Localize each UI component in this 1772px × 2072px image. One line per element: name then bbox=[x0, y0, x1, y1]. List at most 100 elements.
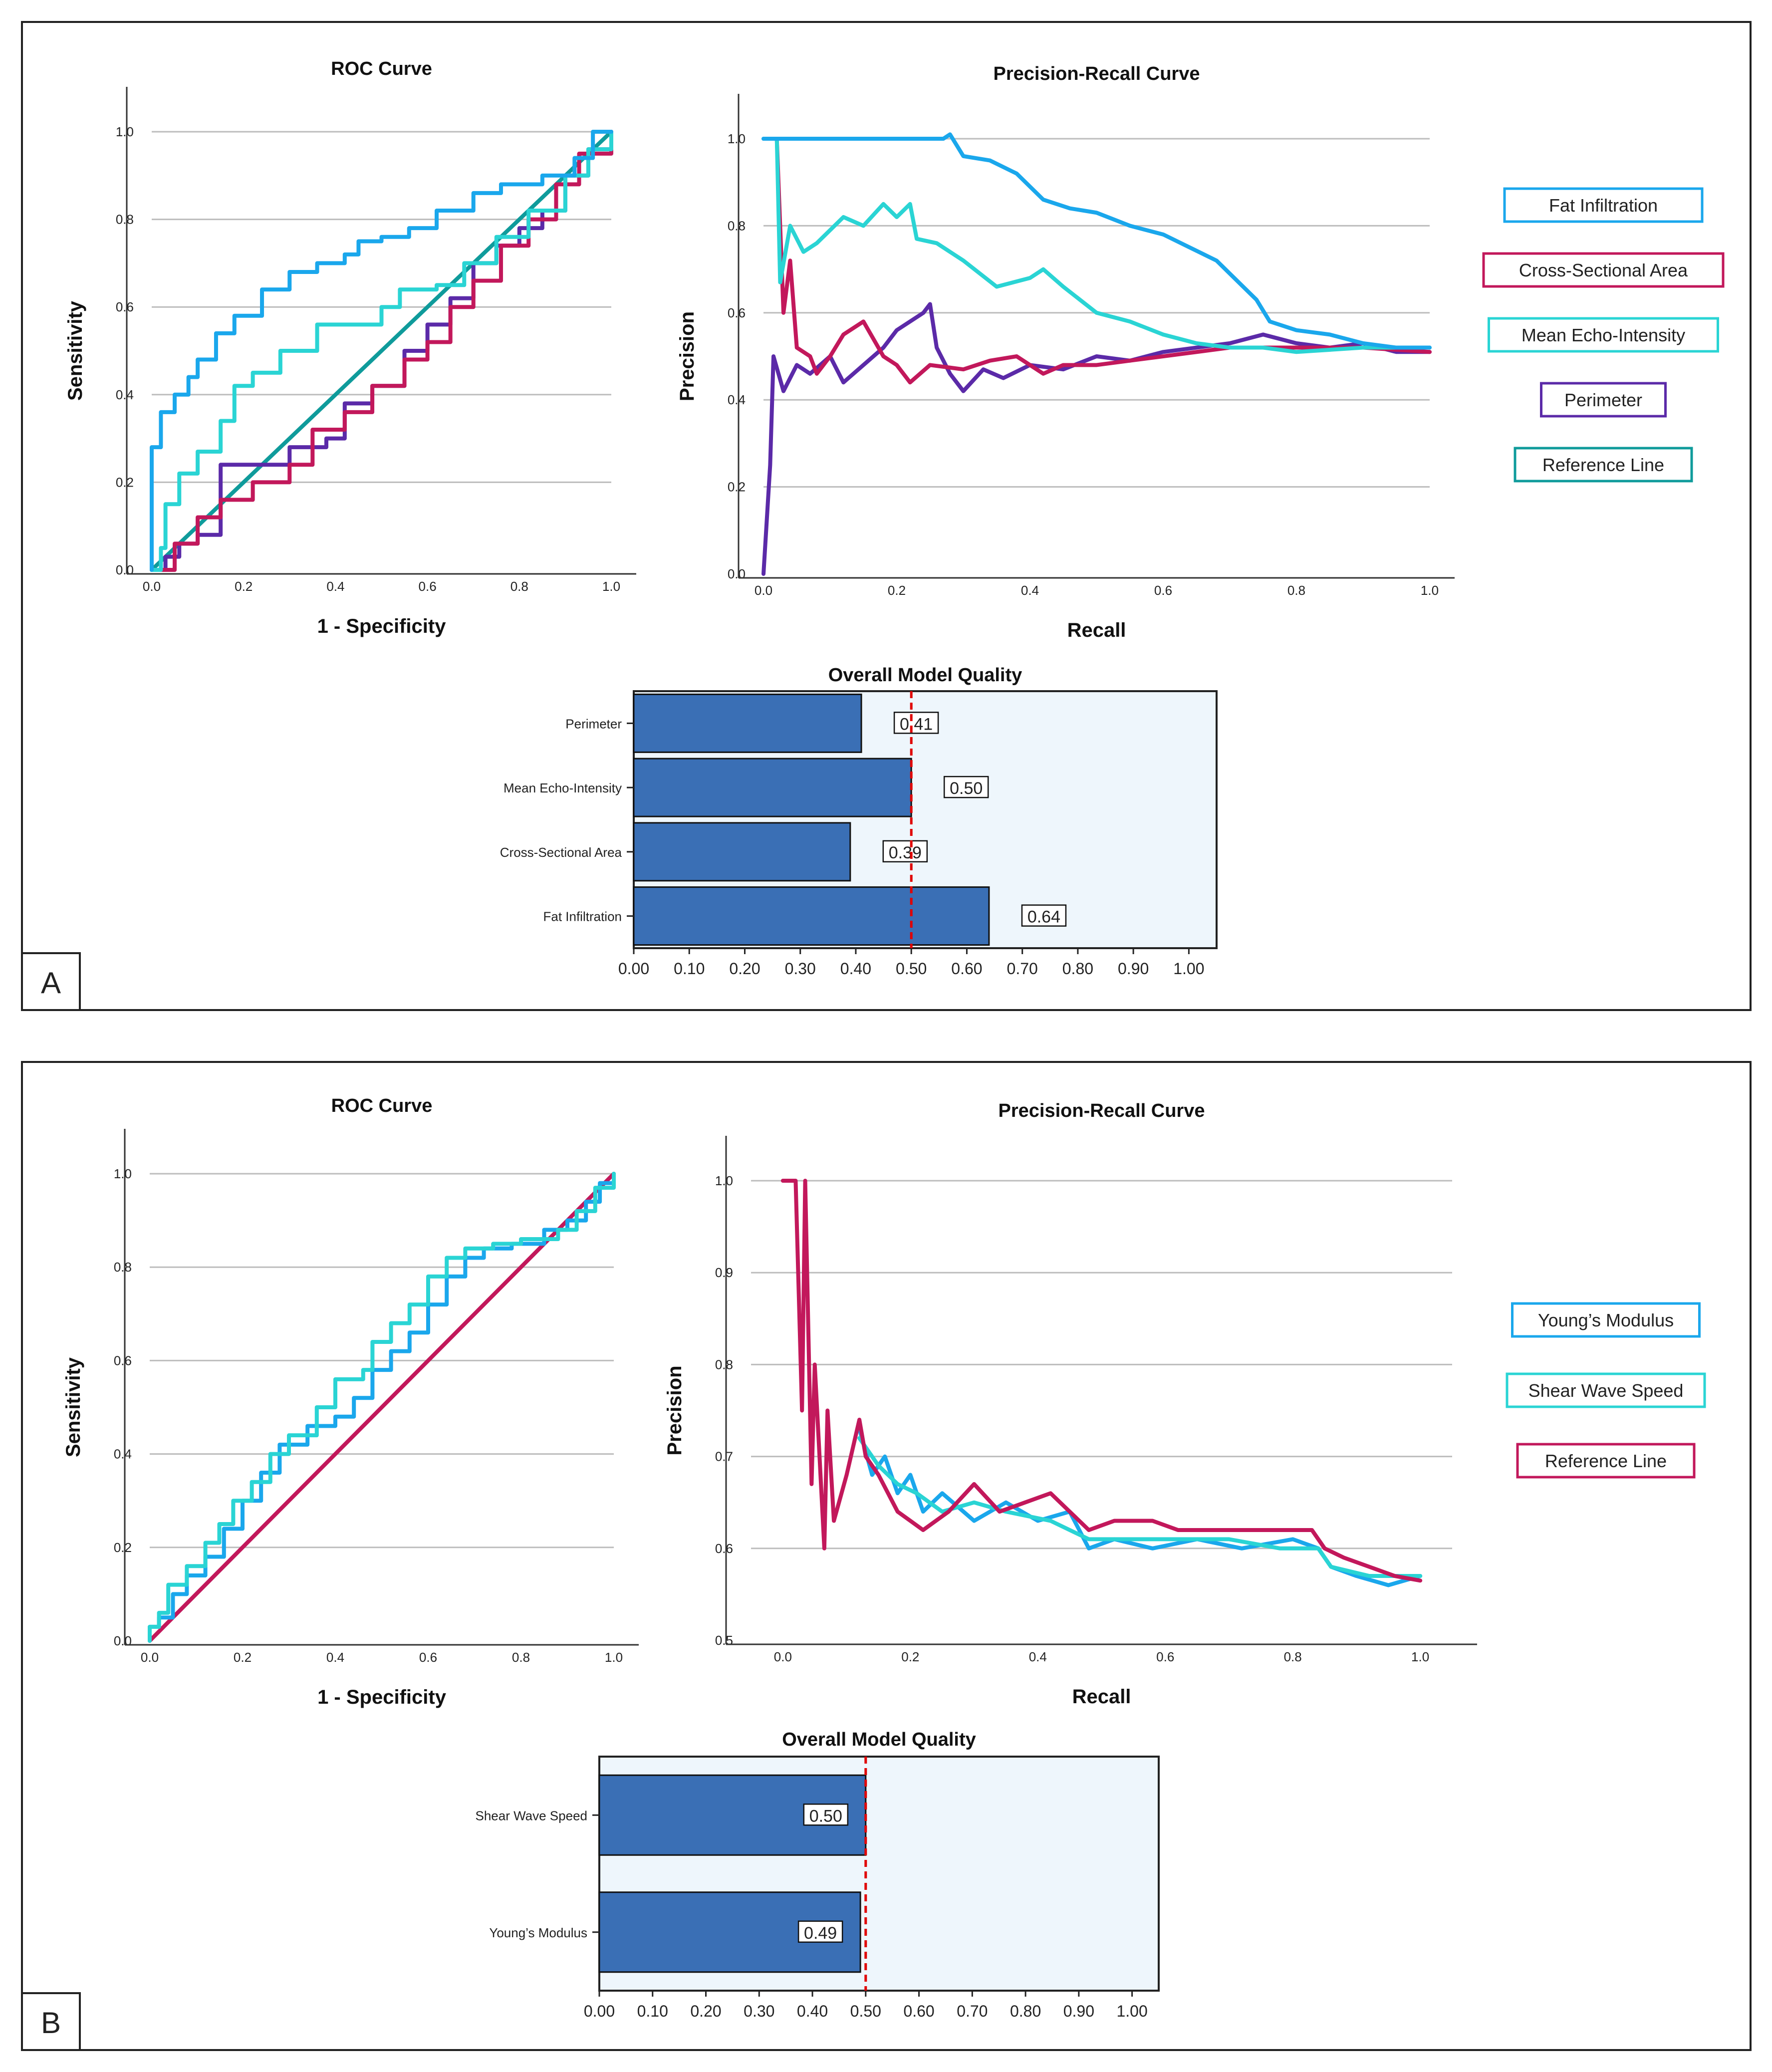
bar bbox=[633, 758, 912, 817]
x-tick-label: 0.0 bbox=[143, 579, 161, 594]
x-tick-label: 0.80 bbox=[1062, 960, 1093, 978]
x-tick-label: 0.8 bbox=[1287, 583, 1305, 598]
category-label: Young’s Modulus bbox=[489, 1925, 587, 1940]
y-tick-label: 0.9 bbox=[715, 1265, 733, 1280]
category-label: Mean Echo-Intensity bbox=[504, 780, 622, 795]
y-tick-label: 0.0 bbox=[114, 1633, 132, 1648]
data-label-box bbox=[803, 1804, 849, 1826]
legend-item-label: Reference Line bbox=[1542, 455, 1664, 475]
y-tick-label: 0.4 bbox=[114, 1447, 132, 1462]
x-tick-label: 0.2 bbox=[901, 1649, 919, 1664]
x-tick-label: 0.4 bbox=[1029, 1649, 1047, 1664]
x-tick-label: 0.8 bbox=[510, 579, 528, 594]
panel-a-legend: Fat Infiltration Cross-Sectional Area Mean… bbox=[1482, 187, 1725, 483]
series-line-fat-infiltration bbox=[761, 132, 1432, 350]
data-label: 0.50 bbox=[950, 779, 983, 798]
x-tick-label: 0.6 bbox=[1156, 1649, 1174, 1664]
x-tick-label: 1.0 bbox=[602, 579, 620, 594]
x-tick-label: 0.0 bbox=[774, 1649, 792, 1664]
panel-a-label: A bbox=[41, 966, 61, 1000]
x-tick-label: 0.6 bbox=[419, 1650, 437, 1665]
category-label: Perimeter bbox=[565, 716, 622, 731]
legend-item-box bbox=[1482, 252, 1725, 288]
x-tick-label: 0.4 bbox=[326, 579, 344, 594]
chart-title: Precision-Recall Curve bbox=[994, 63, 1200, 84]
legend-item-label: Shear Wave Speed bbox=[1528, 1380, 1684, 1401]
x-tick-label: 0.20 bbox=[729, 960, 760, 978]
y-tick-label: 0.4 bbox=[116, 387, 134, 402]
y-tick-label: 0.6 bbox=[715, 1541, 733, 1556]
series-line-cross-sectional-area bbox=[150, 130, 613, 572]
y-axis-label: Sensitivity bbox=[64, 300, 86, 401]
category-label: Cross-Sectional Area bbox=[500, 845, 622, 860]
x-tick-label: 0.4 bbox=[326, 1650, 344, 1665]
series-line-young-s-modulus bbox=[148, 1172, 616, 1643]
y-tick-label: 0.0 bbox=[728, 566, 746, 581]
data-label-box bbox=[893, 712, 939, 734]
x-tick-label: 0.00 bbox=[584, 2002, 615, 2020]
x-tick-label: 0.40 bbox=[797, 2002, 828, 2020]
x-tick-label: 1.0 bbox=[605, 1650, 623, 1665]
x-tick-label: 0.50 bbox=[850, 2002, 881, 2020]
series-line-mean-echo-intensity bbox=[150, 130, 613, 572]
y-tick-label: 0.5 bbox=[715, 1633, 733, 1648]
category-label: Fat Infiltration bbox=[543, 909, 622, 924]
y-tick-label: 0.6 bbox=[114, 1353, 132, 1368]
y-axis-label: Sensitivity bbox=[62, 1357, 84, 1457]
series-line-fat-infiltration bbox=[150, 130, 613, 572]
x-tick-label: 0.2 bbox=[234, 1650, 252, 1665]
x-tick-label: 0.60 bbox=[903, 2002, 934, 2020]
x-tick-label: 0.70 bbox=[957, 2002, 988, 2020]
legend-item-box bbox=[1516, 1443, 1696, 1479]
x-tick-label: 0.6 bbox=[1154, 583, 1172, 598]
category-label: Shear Wave Speed bbox=[475, 1808, 587, 1823]
y-tick-label: 1.0 bbox=[114, 1166, 132, 1181]
data-label-box bbox=[1021, 904, 1067, 927]
panel-a-pr-chart: 0.0 0.2 0.4 0.6 0.8 1.0 0.0 0.2 0.4 0.6 0.8 1.0 Prec… bbox=[676, 63, 1455, 641]
x-tick-label: 1.0 bbox=[1411, 1649, 1429, 1664]
x-tick-label: 0.80 bbox=[1010, 2002, 1041, 2020]
panel-b-legend: Young’s Modulus Shear Wave Speed Reference… bbox=[1506, 1302, 1706, 1479]
legend-item-box bbox=[1503, 187, 1704, 223]
x-tick-label: 0.70 bbox=[1007, 960, 1038, 978]
series-line-shear-wave-speed bbox=[148, 1172, 616, 1643]
legend-item-label: Perimeter bbox=[1564, 390, 1642, 410]
chart-title: ROC Curve bbox=[331, 1095, 433, 1116]
series-line-reference-line bbox=[150, 130, 613, 572]
x-tick-label: 1.0 bbox=[1421, 583, 1439, 598]
y-tick-label: 0.8 bbox=[728, 218, 746, 233]
series-line-shear-wave-speed bbox=[857, 1436, 1423, 1578]
panel-a-label-box bbox=[21, 952, 81, 1011]
chart-title: ROC Curve bbox=[331, 58, 432, 79]
x-tick-label: 0.0 bbox=[141, 1650, 159, 1665]
data-label: 0.39 bbox=[889, 843, 922, 862]
legend-item-label: Mean Echo-Intensity bbox=[1521, 325, 1685, 345]
series-line-reference-line bbox=[780, 1179, 1423, 1583]
series-line-young-s-modulus bbox=[857, 1427, 1423, 1587]
panel-a-roc-chart: 0.0 0.2 0.4 0.6 0.8 1.0 0.0 0.2 0.4 0.6 0.8 1.0 ROC … bbox=[64, 58, 636, 637]
chart-title: Overall Model Quality bbox=[828, 665, 1022, 686]
y-tick-label: 0.2 bbox=[114, 1540, 132, 1555]
x-axis-label: Recall bbox=[1067, 619, 1126, 641]
series-line-reference-line bbox=[148, 1172, 616, 1643]
panel-b-label: B bbox=[41, 2006, 61, 2040]
data-label: 0.64 bbox=[1027, 908, 1060, 927]
data-label: 0.41 bbox=[900, 715, 933, 734]
x-tick-label: 0.60 bbox=[951, 960, 982, 978]
x-axis-label: 1 - Specificity bbox=[317, 1686, 447, 1708]
panel-b-label-box bbox=[21, 1992, 81, 2051]
bar bbox=[633, 693, 862, 753]
x-tick-label: 0.8 bbox=[512, 1650, 530, 1665]
data-label: 0.50 bbox=[809, 1807, 842, 1825]
x-tick-label: 0.00 bbox=[618, 960, 649, 978]
panel-b-frame bbox=[21, 1061, 1752, 2051]
x-tick-label: 0.6 bbox=[419, 579, 437, 594]
y-tick-label: 1.0 bbox=[715, 1173, 733, 1188]
y-axis-label: Precision bbox=[676, 311, 698, 401]
chart-title: Overall Model Quality bbox=[782, 1729, 976, 1750]
data-label-box bbox=[797, 1920, 843, 1943]
x-tick-label: 0.2 bbox=[235, 579, 253, 594]
x-tick-label: 0.40 bbox=[840, 960, 871, 978]
x-tick-label: 0.0 bbox=[755, 583, 772, 598]
